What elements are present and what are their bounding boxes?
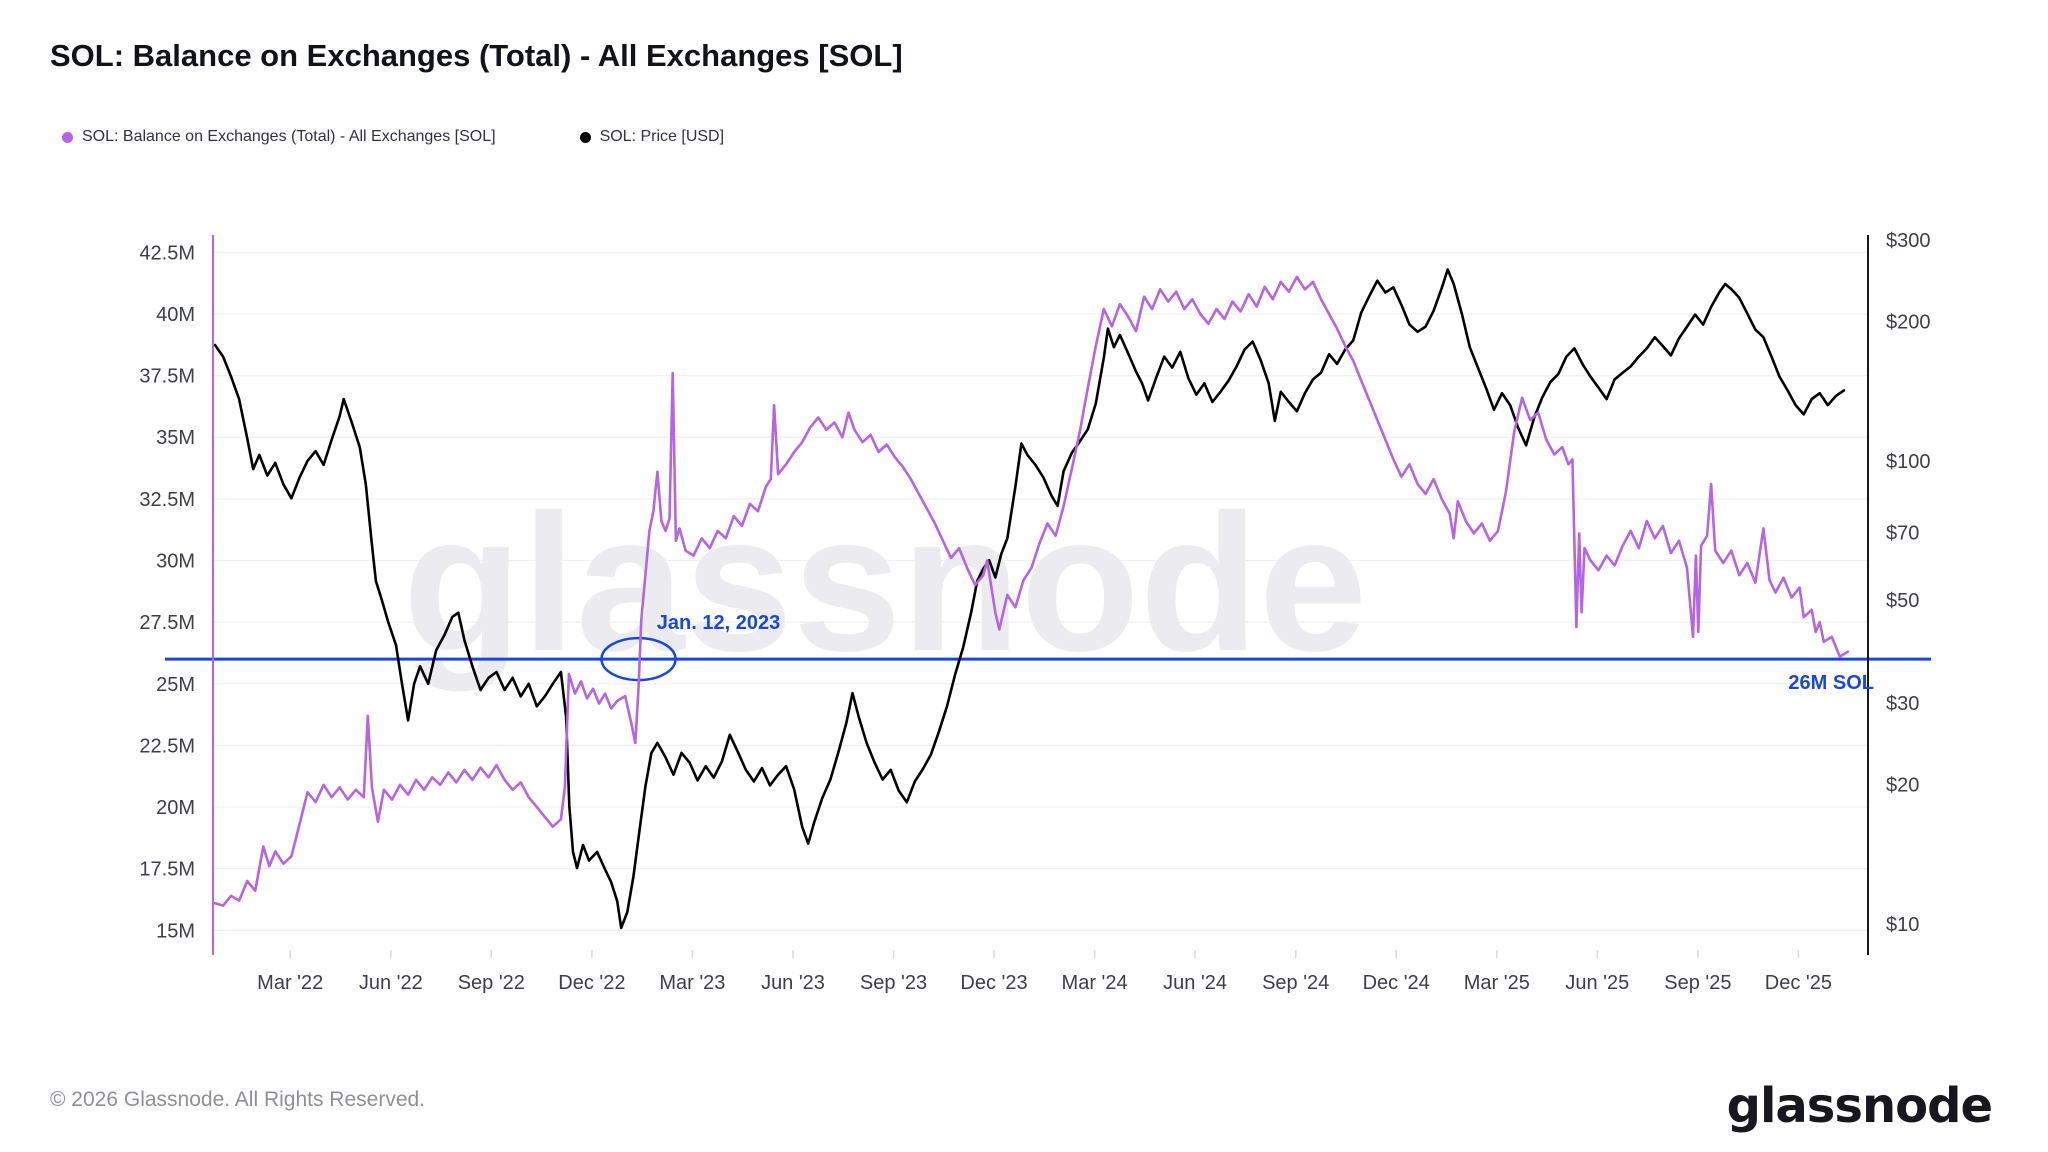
x-tick-label: Jun '24: [1163, 972, 1227, 994]
legend-dot-balance-icon: [62, 131, 73, 143]
x-tick-label: Dec '24: [1363, 972, 1430, 994]
y-left-tick-label: 35M: [156, 427, 195, 449]
balance-series-line: [213, 275, 1850, 907]
y-left-tick-label: 42.5M: [139, 242, 195, 264]
y-left-tick-label: 25M: [156, 674, 195, 696]
x-tick-label: Dec '22: [558, 972, 625, 994]
x-tick-label: Mar '22: [257, 972, 323, 994]
y-left-tick-label: 17.5M: [139, 859, 195, 881]
x-tick-label: Sep '23: [860, 972, 927, 994]
y-left-tick-label: 30M: [156, 551, 195, 573]
legend: SOL: Balance on Exchanges (Total) - All …: [62, 128, 724, 146]
x-tick-label: Sep '24: [1262, 972, 1329, 994]
watermark-text: glassnode: [403, 474, 1367, 692]
footer-copyright: © 2026 Glassnode. All Rights Reserved.: [50, 1088, 426, 1111]
x-tick-label: Dec '23: [960, 972, 1027, 994]
y-left-tick-label: 15M: [156, 920, 195, 942]
legend-label-balance: SOL: Balance on Exchanges (Total) - All …: [82, 128, 496, 145]
legend-item-price[interactable]: SOL: Price [USD]: [579, 128, 725, 146]
x-tick-label: Jun '23: [761, 972, 825, 994]
legend-dot-price-icon: [579, 131, 591, 143]
y-right-tick-label: $10: [1886, 914, 1919, 936]
y-left-tick-label: 27.5M: [139, 612, 195, 634]
y-right-tick-label: $70: [1886, 523, 1919, 545]
price-series-line: [213, 268, 1846, 930]
x-tick-label: Sep '22: [458, 972, 525, 994]
event-date-label: Jan. 12, 2023: [657, 612, 780, 634]
legend-label-price: SOL: Price [USD]: [599, 128, 725, 145]
y-left-tick-label: 40M: [156, 304, 195, 326]
glassnode-logo: glassnode: [1726, 1078, 1993, 1134]
y-right-tick-label: $20: [1886, 775, 1919, 797]
x-tick-label: Mar '24: [1062, 972, 1128, 994]
y-left-tick-label: 32.5M: [139, 489, 195, 511]
y-right-tick-label: $30: [1886, 693, 1919, 715]
target-line-label: 26M SOL: [1788, 672, 1874, 694]
y-left-tick-label: 22.5M: [139, 735, 195, 757]
x-tick-label: Mar '23: [659, 972, 725, 994]
y-right-tick-label: $300: [1886, 230, 1931, 252]
y-left-tick-label: 20M: [156, 797, 195, 819]
y-right-tick-label: $50: [1886, 590, 1919, 612]
x-tick-label: Jun '22: [359, 972, 423, 994]
page-title: SOL: Balance on Exchanges (Total) - All …: [50, 38, 903, 73]
x-tick-label: Jun '25: [1565, 972, 1629, 994]
legend-item-balance[interactable]: SOL: Balance on Exchanges (Total) - All …: [62, 128, 496, 146]
x-tick-label: Mar '25: [1464, 972, 1530, 994]
y-right-tick-label: $100: [1886, 451, 1931, 473]
y-right-tick-label: $200: [1886, 312, 1931, 334]
x-tick-label: Sep '25: [1664, 972, 1731, 994]
y-left-tick-label: 37.5M: [139, 366, 195, 388]
x-tick-label: Dec '25: [1765, 972, 1832, 994]
